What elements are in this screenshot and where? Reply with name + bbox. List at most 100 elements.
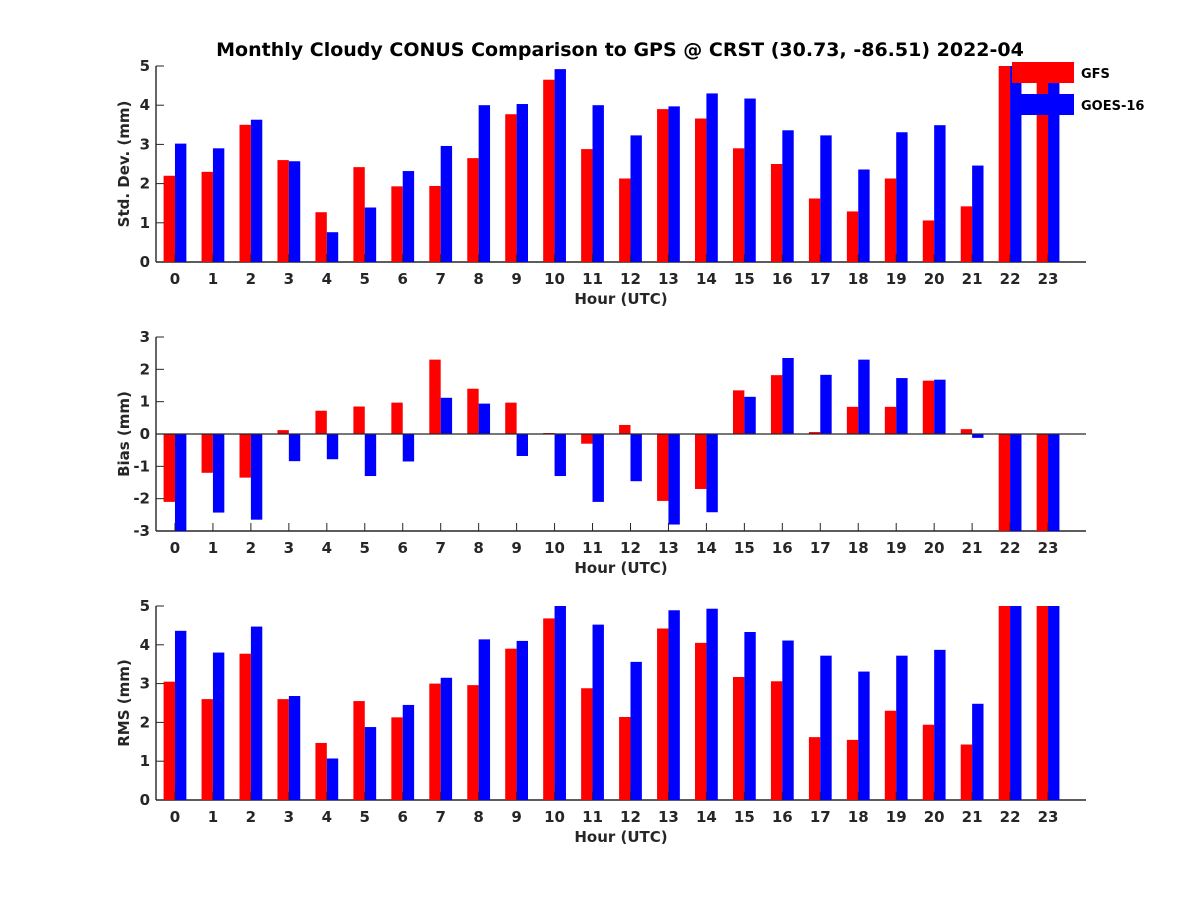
x-tick-label: 19 — [886, 270, 907, 288]
x-tick-label: 17 — [810, 539, 831, 557]
x-tick-label: 18 — [848, 539, 869, 557]
bar-gfs-hour-12 — [619, 424, 631, 434]
x-tick-label: 6 — [398, 539, 408, 557]
bar-gfs-hour-16 — [770, 164, 783, 262]
x-tick-label: 1 — [208, 270, 218, 288]
bar-goes16-hour-9 — [516, 104, 528, 262]
bar-goes16-hour-14 — [706, 93, 718, 262]
y-axis-label: RMS (mm) — [115, 659, 133, 746]
x-tick-label: 2 — [246, 808, 256, 826]
bar-gfs-hour-14 — [695, 118, 707, 262]
bar-goes16-hour-3 — [288, 696, 301, 800]
x-tick-label: 10 — [544, 270, 565, 288]
bar-goes16-hour-23 — [1048, 434, 1060, 531]
bar-gfs-hour-6 — [391, 186, 403, 262]
bar-gfs-hour-3 — [277, 699, 289, 800]
x-tick-label: 5 — [360, 270, 370, 288]
bar-gfs-hour-4 — [315, 742, 327, 800]
bar-goes16-hour-22 — [1010, 434, 1022, 531]
bar-goes16-hour-6 — [402, 171, 415, 262]
bar-gfs-hour-7 — [429, 683, 441, 800]
bar-gfs-hour-16 — [770, 681, 783, 800]
x-tick-label: 9 — [511, 808, 521, 826]
x-tick-label: 14 — [696, 539, 717, 557]
bar-goes16-hour-8 — [478, 105, 491, 262]
legend-label-gfs: GFS — [1081, 67, 1110, 82]
bar-goes16-hour-21 — [972, 165, 984, 262]
legend-swatch-goes16 — [1012, 94, 1074, 115]
x-axis-label: Hour (UTC) — [574, 290, 667, 308]
bar-gfs-hour-13 — [657, 109, 669, 263]
x-tick-label: 7 — [435, 808, 445, 826]
x-tick-label: 10 — [544, 539, 565, 557]
bar-goes16-hour-6 — [402, 704, 415, 800]
x-tick-label: 7 — [435, 539, 445, 557]
x-tick-label: 12 — [620, 539, 641, 557]
y-tick-label: 4 — [140, 96, 150, 114]
bar-gfs-hour-1 — [201, 171, 213, 262]
x-tick-label: 21 — [962, 270, 983, 288]
x-tick-label: 6 — [398, 808, 408, 826]
y-tick-label: 1 — [140, 393, 150, 411]
x-tick-label: 9 — [511, 270, 521, 288]
x-tick-label: 3 — [284, 808, 294, 826]
x-tick-label: 4 — [322, 539, 332, 557]
bar-goes16-hour-0 — [174, 143, 187, 262]
x-tick-label: 22 — [1000, 270, 1021, 288]
bar-goes16-hour-13 — [668, 610, 680, 800]
x-tick-label: 17 — [810, 808, 831, 826]
bar-goes16-hour-1 — [212, 652, 225, 800]
bar-goes16-hour-19 — [896, 132, 908, 262]
bar-goes16-hour-3 — [288, 434, 301, 462]
x-tick-label: 5 — [360, 808, 370, 826]
bar-goes16-hour-23 — [1048, 66, 1060, 262]
bar-goes16-hour-3 — [288, 161, 301, 262]
x-tick-label: 21 — [962, 808, 983, 826]
bar-gfs-hour-1 — [201, 434, 213, 473]
bar-goes16-hour-13 — [668, 106, 680, 262]
x-tick-label: 14 — [696, 270, 717, 288]
bar-gfs-hour-6 — [391, 717, 403, 800]
bar-gfs-hour-13 — [657, 628, 669, 800]
bar-gfs-hour-20 — [922, 220, 935, 262]
x-tick-label: 13 — [658, 808, 679, 826]
bar-gfs-hour-22 — [998, 66, 1011, 262]
bar-goes16-hour-10 — [554, 434, 566, 477]
bar-goes16-hour-15 — [744, 396, 756, 434]
x-tick-label: 8 — [473, 808, 483, 826]
bar-goes16-hour-9 — [516, 640, 528, 800]
bar-gfs-hour-0 — [163, 681, 175, 800]
bar-gfs-hour-4 — [315, 212, 327, 262]
bar-goes16-hour-14 — [706, 434, 718, 513]
bar-goes16-hour-12 — [630, 135, 642, 262]
bar-gfs-hour-23 — [1036, 66, 1049, 262]
bar-gfs-hour-14 — [695, 434, 707, 489]
x-axis-label: Hour (UTC) — [574, 559, 667, 577]
chart-title: Monthly Cloudy CONUS Comparison to GPS @… — [216, 39, 1024, 61]
y-axis-label: Bias (mm) — [115, 391, 133, 477]
x-tick-label: 22 — [1000, 808, 1021, 826]
x-tick-label: 18 — [848, 270, 869, 288]
bar-gfs-hour-2 — [239, 434, 251, 478]
y-tick-label: 5 — [140, 597, 150, 615]
x-tick-label: 6 — [398, 270, 408, 288]
bar-gfs-hour-9 — [505, 648, 517, 800]
bar-goes16-hour-20 — [934, 125, 946, 262]
bar-goes16-hour-4 — [326, 434, 339, 460]
bar-goes16-hour-7 — [440, 145, 453, 262]
y-tick-label: 1 — [140, 752, 150, 770]
y-tick-label: -2 — [133, 490, 150, 508]
bar-goes16-hour-15 — [744, 631, 756, 800]
bar-gfs-hour-11 — [581, 149, 593, 262]
bar-gfs-hour-8 — [467, 685, 479, 800]
y-tick-label: 3 — [140, 675, 150, 693]
bar-goes16-hour-2 — [250, 434, 263, 520]
bar-gfs-hour-9 — [505, 402, 517, 434]
bar-gfs-hour-22 — [998, 434, 1011, 531]
y-tick-label: 2 — [140, 360, 150, 378]
bar-goes16-hour-16 — [782, 358, 794, 434]
x-tick-label: 23 — [1038, 808, 1059, 826]
